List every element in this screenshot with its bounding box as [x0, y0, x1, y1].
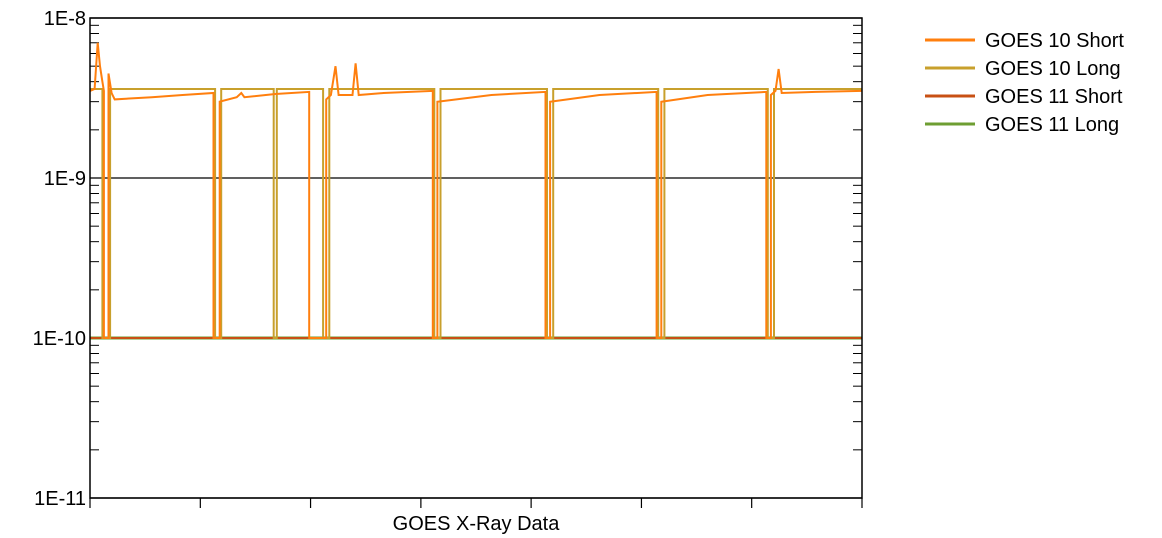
plot-area: [90, 18, 862, 498]
legend: GOES 10 Short GOES 10 Long GOES 11 Short GO…: [925, 30, 1124, 136]
y-tick-label: 1E-11: [34, 488, 86, 510]
legend-label: GOES 11 Short: [985, 86, 1123, 108]
y-axis: 1E-8 1E-9 1E-10 1E-11: [33, 8, 86, 510]
legend-label: GOES 11 Long: [985, 114, 1119, 136]
series-lines: [89, 42, 863, 340]
legend-label: GOES 10 Long: [985, 58, 1121, 80]
legend-label: GOES 10 Short: [985, 30, 1124, 52]
y-tick-label: 1E-8: [44, 8, 86, 30]
series-line-goes-10-short: [89, 42, 863, 339]
x-axis: [89, 498, 863, 508]
plot-frame: [89, 17, 863, 499]
x-axis-label: GOES X-Ray Data: [393, 513, 561, 535]
series-line-goes-10-long: [90, 88, 862, 339]
minor-ticks: [90, 24, 862, 451]
y-tick-label: 1E-9: [44, 168, 86, 190]
y-tick-label: 1E-10: [33, 328, 86, 350]
